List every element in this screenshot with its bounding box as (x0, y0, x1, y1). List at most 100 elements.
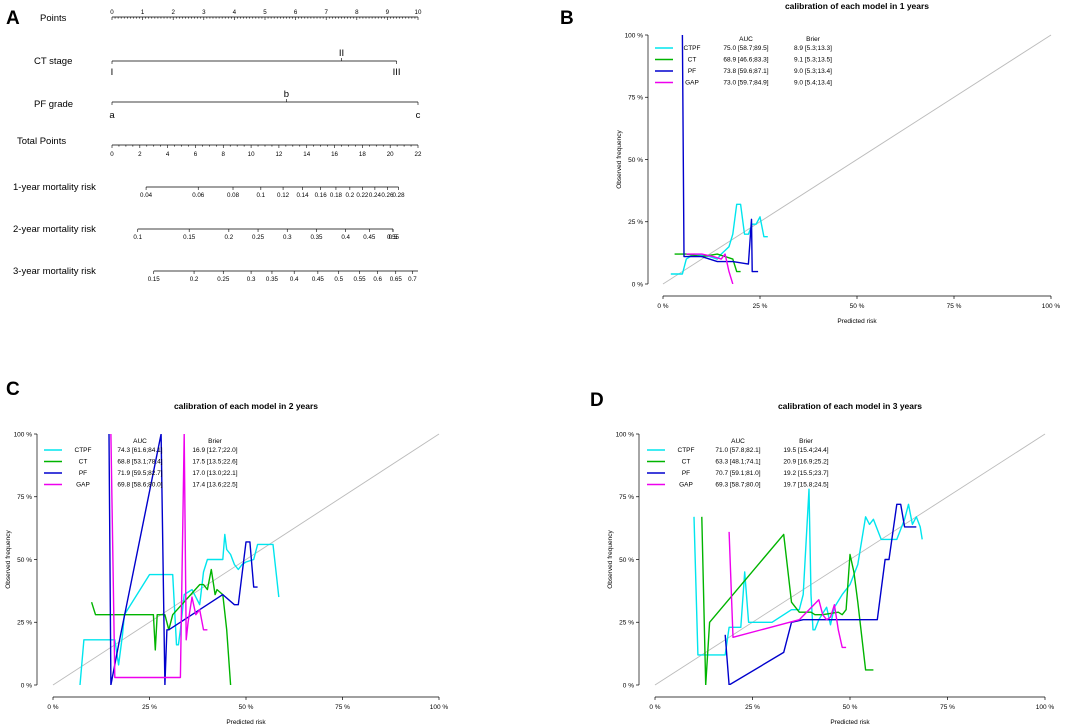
legend-series-name: CTPF (75, 447, 92, 454)
total-points-tick-label: 2 (138, 151, 142, 158)
calibration-chart-1-year: calibration of each model in 1 years 0 % 0… (616, 1, 1060, 325)
legend-auc-value: 68.9 [46.6;83.3] (723, 57, 768, 64)
points-tick-label: 7 (324, 9, 328, 16)
legend-header-auc: AUC (133, 438, 147, 445)
risk-scale-tick-label: 0.55 (387, 234, 400, 241)
legend-auc-value: 73.8 [59.6;87.1] (723, 68, 768, 75)
legend-header-auc: AUC (739, 36, 753, 43)
points-tick-label: 10 (415, 9, 422, 16)
points-tick-label: 1 (141, 9, 145, 16)
risk-scale-tick-label: 0.6 (373, 276, 382, 283)
risk-scale-tick-label: 0.4 (290, 276, 299, 283)
legend-auc-value: 71.0 [57.8;82.1] (715, 447, 760, 454)
y-tick-label: 0 % (623, 682, 634, 689)
points-tick-label: 9 (386, 9, 390, 16)
series-line-gap (110, 434, 208, 679)
total-points-tick-label: 8 (222, 151, 226, 158)
risk-scale-tick-label: 0.35 (310, 234, 323, 241)
total-points-tick-label: 16 (331, 151, 338, 158)
x-tick-label: 50 % (239, 704, 254, 711)
legend-series-name: PF (688, 68, 696, 75)
x-tick-label: 50 % (850, 303, 865, 310)
risk-scale-tick-label: 0.15 (148, 276, 161, 283)
chart-title: calibration of each model in 2 years (174, 401, 318, 411)
x-axis-label: Predicted risk (837, 318, 877, 325)
points-tick-label: 2 (171, 9, 175, 16)
points-tick-label: 5 (263, 9, 267, 16)
legend-auc-value: 69.3 [58.7;80.0] (715, 482, 760, 489)
legend-series-name: GAP (685, 80, 699, 87)
panel-label-b: B (560, 8, 574, 29)
series-line-gap (686, 253, 734, 284)
nomogram-panel: A Points CT stage PF grade Total Points … (6, 8, 422, 283)
risk-scale-tick-label: 0.06 (192, 192, 205, 199)
risk-scale-tick-label: 0.45 (363, 234, 376, 241)
y-tick-label: 50 % (17, 557, 32, 564)
points-tick-label: 0 (110, 9, 114, 16)
series-line-ctpf (670, 203, 768, 275)
legend-series-name: PF (79, 470, 87, 477)
chart-title: calibration of each model in 1 years (785, 1, 929, 11)
x-axis-label: Predicted risk (830, 719, 870, 726)
ct-stage-level-label: I (111, 67, 114, 78)
legend-series-name: CT (79, 459, 88, 466)
risk-scale-tick-label: 0.28 (393, 192, 406, 199)
total-points-tick-label: 4 (166, 151, 170, 158)
x-tick-label: 25 % (142, 704, 157, 711)
total-points-tick-label: 10 (248, 151, 255, 158)
y-tick-label: 100 % (625, 32, 644, 39)
x-tick-label: 75 % (335, 704, 350, 711)
y-tick-label: 75 % (17, 494, 32, 501)
risk-scale-tick-label: 0.16 (315, 192, 328, 199)
legend-brier-value: 19.7 [15.8;24.5] (783, 482, 828, 489)
risk-scale-tick-label: 0.65 (390, 276, 403, 283)
total-points-tick-label: 12 (275, 151, 282, 158)
pf-grade-level-label: b (284, 89, 289, 100)
legend-auc-value: 75.0 [58.7;89.5] (723, 45, 768, 52)
y-tick-label: 25 % (628, 219, 643, 226)
risk-scale-tick-label: 0.7 (408, 276, 417, 283)
x-tick-label: 50 % (843, 704, 858, 711)
risk-scale-tick-label: 0.1 (257, 192, 266, 199)
risk-scale-tick-label: 0.3 (247, 276, 256, 283)
y-tick-label: 50 % (628, 157, 643, 164)
perfect-calibration-line (52, 433, 440, 686)
y-axis-label: Observed frequency (607, 529, 614, 588)
total-points-tick-label: 14 (303, 151, 310, 158)
points-tick-label: 6 (294, 9, 298, 16)
legend-series-name: GAP (76, 482, 90, 489)
perfect-calibration-line (662, 34, 1052, 285)
total-points-tick-label: 18 (359, 151, 366, 158)
legend-brier-value: 17.5 [13.5;22.6] (192, 459, 237, 466)
pf-grade-level-label: a (109, 110, 115, 121)
legend-brier-value: 20.9 [16.9;25.2] (783, 459, 828, 466)
x-tick-label: 75 % (947, 303, 962, 310)
nomogram-row-label: 1-year mortality risk (13, 182, 96, 193)
y-tick-label: 0 % (21, 682, 32, 689)
risk-scale-tick-label: 0.12 (277, 192, 290, 199)
series-line-ctpf (79, 533, 280, 685)
calibration-chart-3-year: calibration of each model in 3 years 0 % 0… (607, 401, 1054, 726)
y-tick-label: 75 % (619, 494, 634, 501)
risk-scale-tick-label: 0.35 (266, 276, 279, 283)
legend-header-brier: Brier (799, 438, 814, 445)
legend-series-name: CT (682, 459, 691, 466)
legend-brier-value: 16.9 [12.7;22.0] (192, 447, 237, 454)
calibration-chart-2-year: calibration of each model in 2 years 0 % 0… (5, 401, 448, 726)
risk-scale-tick-label: 0.24 (369, 192, 382, 199)
legend-auc-value: 63.3 [48.1;74.1] (715, 459, 760, 466)
risk-scale-tick-label: 0.5 (389, 234, 398, 241)
panel-label-a: A (6, 8, 20, 29)
legend-auc-value: 68.8 [53.1;78.4] (117, 459, 162, 466)
series-line-pf (724, 503, 917, 685)
risk-scale-tick-label: 0.4 (341, 234, 350, 241)
series-line-ctpf (693, 488, 923, 656)
risk-scale-tick-label: 0.04 (140, 192, 153, 199)
legend-header-auc: AUC (731, 438, 745, 445)
legend-header-brier: Brier (806, 36, 821, 43)
legend-brier-value: 9.0 [5.3;13.4] (794, 68, 832, 75)
points-tick-label: 8 (355, 9, 359, 16)
series-line-gap (728, 531, 847, 649)
risk-scale-tick-label: 0.18 (330, 192, 343, 199)
y-tick-label: 0 % (632, 281, 643, 288)
